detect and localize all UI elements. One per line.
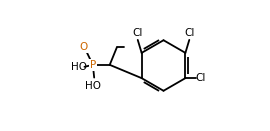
Text: Cl: Cl (196, 73, 206, 83)
Text: O: O (79, 42, 87, 52)
Text: Cl: Cl (133, 28, 143, 38)
Text: HO: HO (71, 62, 87, 72)
Text: HO: HO (85, 81, 101, 91)
Text: Cl: Cl (184, 28, 194, 38)
Text: P: P (90, 60, 96, 70)
